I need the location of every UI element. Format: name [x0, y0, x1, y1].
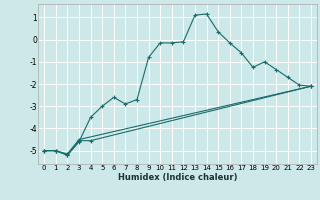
X-axis label: Humidex (Indice chaleur): Humidex (Indice chaleur): [118, 173, 237, 182]
